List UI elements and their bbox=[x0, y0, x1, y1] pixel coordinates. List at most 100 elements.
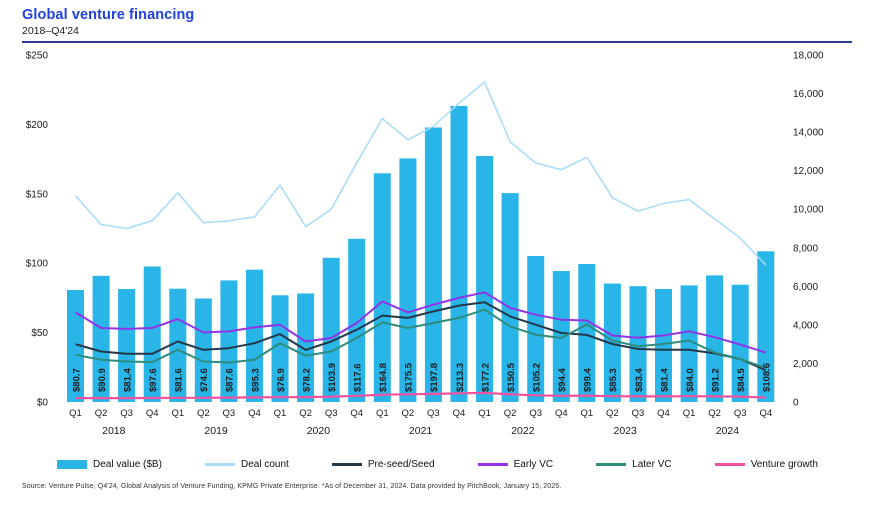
legend-label: Venture growth bbox=[750, 459, 818, 470]
year-label: 2024 bbox=[716, 425, 740, 437]
venture-financing-chart: $0 $50 $100 $150 $200 $250 0 2,000 4,000 6,000 8,0… bbox=[26, 51, 824, 438]
line-early-vc bbox=[74, 291, 767, 354]
deal-value-bar bbox=[297, 293, 315, 402]
bar-value-label: $90.9 bbox=[97, 368, 108, 392]
legend-label: Pre-seed/Seed bbox=[367, 459, 435, 470]
legend-item-venture-growth: Venture growth bbox=[714, 459, 818, 470]
bar-value-label: $175.5 bbox=[404, 362, 415, 392]
quarter-label: Q2 bbox=[606, 408, 619, 419]
legend-label: Early VC bbox=[513, 459, 554, 470]
deal-value-bar bbox=[399, 158, 417, 402]
right-axis-tick: 8,000 bbox=[793, 243, 818, 254]
legend-item-early-vc: Early VC bbox=[477, 459, 554, 470]
legend-item-pre-seed: Pre-seed/Seed bbox=[331, 459, 435, 470]
deal-value-bar bbox=[246, 269, 263, 402]
year-label: 2019 bbox=[204, 425, 228, 437]
bar-value-label: $103.9 bbox=[327, 363, 338, 392]
deal-value-bar bbox=[450, 105, 468, 403]
bar-value-label: $87.6 bbox=[225, 368, 236, 392]
left-axis-tick: $150 bbox=[26, 189, 49, 200]
quarter-label: Q1 bbox=[171, 408, 184, 419]
bar-value-label: $150.5 bbox=[506, 362, 517, 392]
deal-value-bar bbox=[527, 256, 545, 402]
deal-value-bar bbox=[501, 193, 519, 402]
chart-header: Global venture financing 2018–Q4'24 bbox=[0, 0, 870, 43]
quarter-label: Q3 bbox=[120, 408, 133, 419]
quarter-label: Q2 bbox=[504, 408, 517, 419]
bar-value-label: $81.4 bbox=[659, 368, 670, 392]
line-pre-seed bbox=[75, 301, 767, 372]
right-axis-tick: 10,000 bbox=[793, 205, 824, 216]
deal-value-bar bbox=[92, 275, 110, 402]
deal-value-bar bbox=[348, 238, 366, 402]
year-label: 2021 bbox=[409, 425, 433, 437]
bar-value-label: $80.7 bbox=[71, 368, 82, 392]
bar-value-label: $85.3 bbox=[608, 368, 619, 392]
bar-value-label: $197.8 bbox=[429, 363, 440, 392]
bar-value-label: $97.6 bbox=[148, 368, 159, 392]
line-later-vc bbox=[75, 308, 767, 370]
right-axis-tick: 2,000 bbox=[793, 359, 818, 370]
bar-value-label: $164.8 bbox=[378, 363, 389, 392]
left-axis-tick: $0 bbox=[37, 398, 49, 409]
legend-item-bar: Deal value ($B) bbox=[57, 459, 162, 470]
quarter-label: Q4 bbox=[146, 408, 159, 419]
right-axis-tick: 14,000 bbox=[793, 128, 824, 139]
quarter-label: Q1 bbox=[69, 408, 82, 419]
deal-value-bar bbox=[680, 285, 698, 402]
bar-value-label: $108.6 bbox=[762, 363, 773, 392]
quarter-label: Q4 bbox=[759, 408, 772, 419]
header-divider bbox=[22, 41, 852, 43]
legend-swatch-bar bbox=[57, 460, 87, 469]
legend-swatch-line bbox=[714, 463, 745, 466]
deal-value-bar bbox=[655, 289, 672, 402]
left-axis-tick: $100 bbox=[26, 259, 49, 270]
quarter-label: Q3 bbox=[734, 408, 747, 419]
quarter-label: Q2 bbox=[299, 408, 312, 419]
right-axis-tick: 6,000 bbox=[793, 282, 818, 293]
legend-swatch-line bbox=[204, 463, 235, 466]
left-axis-tick: $250 bbox=[26, 51, 49, 62]
year-label: 2022 bbox=[511, 425, 535, 437]
deal-value-bar bbox=[271, 295, 289, 402]
line-deal-count bbox=[74, 81, 767, 266]
deal-value-bar bbox=[552, 271, 570, 402]
quarter-label: Q2 bbox=[197, 408, 210, 419]
bar-value-label: $81.6 bbox=[174, 368, 185, 392]
chart-title: Global venture financing bbox=[22, 7, 195, 23]
bar-value-label: $117.6 bbox=[353, 363, 364, 392]
quarter-label: Q4 bbox=[657, 408, 670, 419]
bar-value-label: $81.4 bbox=[122, 368, 133, 392]
year-label: 2018 bbox=[102, 425, 126, 437]
year-label: 2020 bbox=[307, 425, 331, 437]
bar-value-label: $177.2 bbox=[480, 363, 491, 392]
deal-value-bar bbox=[706, 275, 724, 402]
right-axis-tick: 18,000 bbox=[793, 51, 824, 62]
deal-value-bar bbox=[424, 127, 442, 402]
bar-value-label: $83.4 bbox=[634, 368, 645, 392]
quarter-label: Q3 bbox=[427, 408, 440, 419]
bar-value-label: $94.4 bbox=[557, 368, 568, 392]
bar-value-label: $105.2 bbox=[532, 363, 543, 392]
left-axis-tick: $50 bbox=[31, 328, 48, 339]
quarter-label: Q3 bbox=[325, 408, 338, 419]
legend-item-later-vc: Later VC bbox=[596, 459, 672, 470]
quarter-label: Q3 bbox=[632, 408, 645, 419]
legend-item-deal-count: Deal count bbox=[204, 459, 289, 470]
source-note: Source: Venture Pulse, Q4'24, Global Ana… bbox=[22, 483, 562, 490]
deal-value-bar bbox=[67, 290, 84, 402]
legend-label: Deal value ($B) bbox=[93, 459, 162, 470]
right-axis-tick: 12,000 bbox=[793, 166, 824, 177]
quarter-label: Q1 bbox=[376, 408, 389, 419]
right-axis-tick: 0 bbox=[793, 398, 799, 409]
deal-value-bar bbox=[118, 289, 136, 402]
deal-value-bar bbox=[731, 284, 749, 402]
bar-value-label: $213.3 bbox=[455, 363, 466, 392]
quarter-label: Q4 bbox=[453, 408, 466, 419]
deal-value-bar bbox=[322, 257, 340, 402]
quarter-label: Q3 bbox=[223, 408, 236, 419]
quarter-label: Q1 bbox=[274, 408, 287, 419]
bar-value-label: $76.9 bbox=[276, 368, 287, 392]
left-axis-tick: $200 bbox=[26, 120, 49, 131]
